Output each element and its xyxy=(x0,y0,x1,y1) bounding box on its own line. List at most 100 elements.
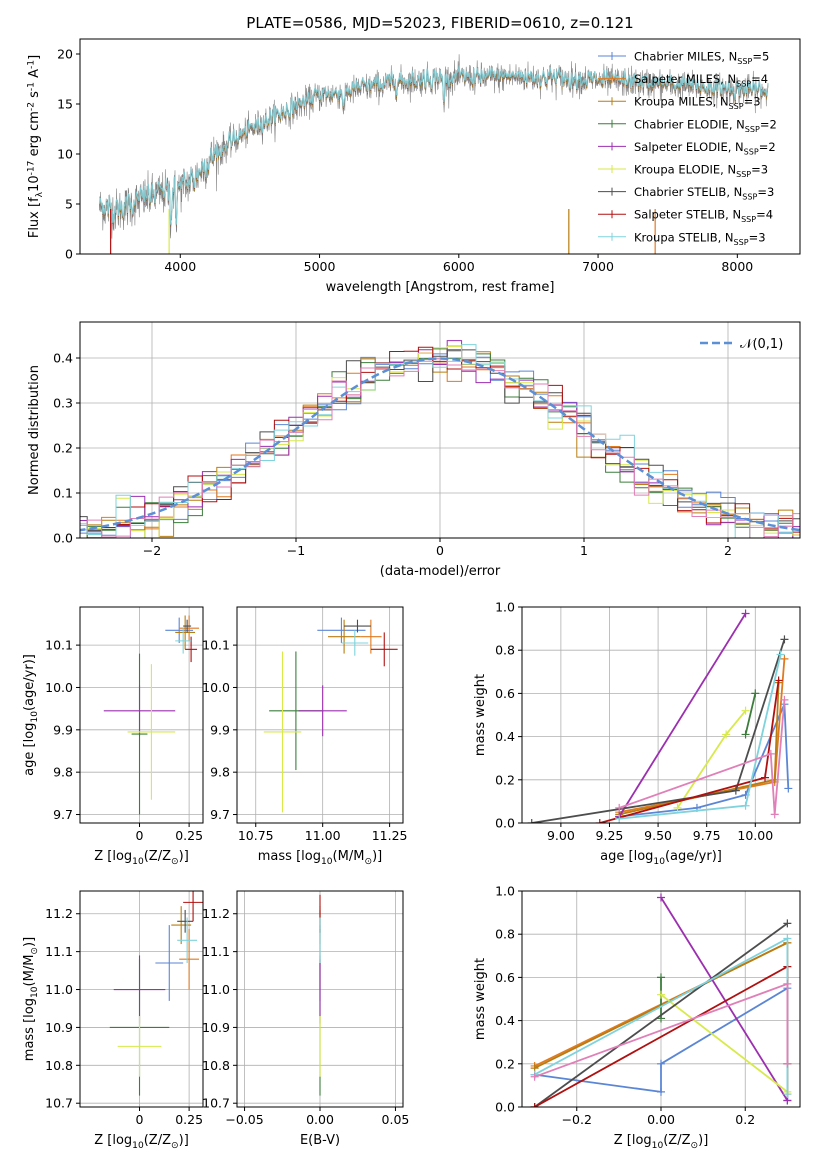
data-point xyxy=(175,628,192,654)
x-tick-label: 0.2 xyxy=(735,1112,755,1127)
x-tick-label: 7000 xyxy=(582,259,614,274)
data-point xyxy=(344,619,371,633)
weight-line xyxy=(534,922,788,1107)
weight-marker xyxy=(776,650,785,659)
y-tick-label: 0.2 xyxy=(495,772,515,787)
y-tick-label: 9.7 xyxy=(210,807,230,822)
data-point xyxy=(177,909,194,933)
data-point xyxy=(183,891,203,922)
y-axis-label: mass [log10(M/M⊙)] xyxy=(22,937,40,1061)
x-axis-label: E(B-V) xyxy=(300,1133,340,1148)
weight-marker xyxy=(741,609,750,618)
weight-marker xyxy=(673,803,682,812)
x-tick-label: 0 xyxy=(136,828,144,843)
y-tick-label: 0.0 xyxy=(53,531,73,546)
y-tick-label: 10.8 xyxy=(45,1058,73,1073)
plot-area xyxy=(80,340,800,538)
axes-frame xyxy=(79,890,204,1108)
gaussian-curve xyxy=(80,357,800,532)
y-tick-label: 11.1 xyxy=(45,944,73,959)
legend-label: Chabrier STELIB, NSSP=3 xyxy=(634,185,774,201)
residual-histogram xyxy=(80,345,800,538)
weight-marker xyxy=(657,973,665,982)
x-axis-label: Z [log10(Z/Z⊙)] xyxy=(614,1133,709,1151)
y-tick-label: 0.6 xyxy=(495,970,515,985)
x-tick-label: 0.00 xyxy=(647,1112,675,1127)
weight-marker xyxy=(530,1103,539,1107)
plot-area xyxy=(527,609,793,823)
x-tick-label: 9.75 xyxy=(693,828,721,843)
data-point xyxy=(117,1016,162,1077)
y-tick-label: 11.0 xyxy=(45,982,73,997)
plot-area xyxy=(109,891,203,1096)
x-tick-label: 0.00 xyxy=(306,1112,334,1127)
y-tick-label: 9.7 xyxy=(53,807,73,822)
y-tick-label: 0.0 xyxy=(495,1100,515,1115)
legend-label: Chabrier MILES, NSSP=5 xyxy=(634,50,769,66)
plot-area xyxy=(530,893,792,1107)
residual-histogram xyxy=(80,340,800,538)
x-tick-label: 2 xyxy=(724,543,732,558)
y-axis-label: age [log10(age/yr)] xyxy=(22,654,40,776)
data-point xyxy=(298,685,347,737)
weight-marker xyxy=(615,803,624,812)
x-tick-label: 10.75 xyxy=(238,828,274,843)
y-axis-label: mass weight xyxy=(473,674,488,756)
x-tick-label: 10.00 xyxy=(737,828,773,843)
x-tick-label: 5000 xyxy=(304,259,336,274)
y-tick-label: 0.4 xyxy=(495,1013,515,1028)
chart-panel-4: 9.00 9.25 9.50 9.75 10.00 0.0 0.2 0.4 0.6 0.8 1.0 a… xyxy=(473,600,801,867)
chart-panel-3: 10.75 11.00 11.25 9.7 9.8 9.9 10.0 10.1 mass [lo… xyxy=(202,606,408,867)
weight-line xyxy=(660,897,789,1101)
spectrum-model-line xyxy=(98,65,769,225)
x-tick-label: −2 xyxy=(143,543,161,558)
data-point xyxy=(171,906,192,945)
weight-marker xyxy=(774,676,783,685)
weight-marker xyxy=(741,730,750,739)
residual-histogram xyxy=(80,348,800,538)
legend-label: Kroupa MILES, NSSP=3 xyxy=(634,95,761,111)
x-tick-label: 0.05 xyxy=(382,1112,410,1127)
weight-marker xyxy=(780,695,789,704)
residual-histogram xyxy=(80,345,800,538)
y-tick-label: 0.2 xyxy=(495,1056,515,1071)
chart-panel-7: −0.2 0.00 0.2 0.0 0.2 0.4 0.6 0.8 1.0 Z [log10(Z/… xyxy=(473,884,801,1151)
x-tick-label: 1 xyxy=(580,543,588,558)
weight-marker xyxy=(657,893,665,902)
y-tick-label: 0.0 xyxy=(495,816,515,831)
y-tick-label: 0.8 xyxy=(495,643,515,658)
x-tick-label: 4000 xyxy=(164,259,196,274)
y-tick-label: 1.0 xyxy=(495,600,515,615)
residual-histogram xyxy=(80,358,800,538)
x-tick-label: 8000 xyxy=(721,259,753,274)
weight-marker xyxy=(783,934,792,943)
weight-line xyxy=(618,699,786,815)
weight-marker xyxy=(657,990,665,999)
y-tick-label: 11.2 xyxy=(202,906,230,921)
chart-panel-1: 𝒩(0,1) −2 −1 0 1 2 0.0 0.1 0.2 0.3 0.4 (data-model)… xyxy=(27,321,801,579)
y-tick-label: 11.2 xyxy=(45,906,73,921)
x-axis-label: mass [log10(M/M⊙)] xyxy=(258,849,382,867)
residual-histogram xyxy=(80,346,800,538)
legend-label: Salpeter MILES, NSSP=4 xyxy=(634,72,768,88)
chart-panel-6: −0.05 0.00 0.05 10.7 10.8 10.9 11.0 11.1 11.2 E(B… xyxy=(202,890,410,1148)
y-tick-label: 0.6 xyxy=(495,686,515,701)
weight-marker xyxy=(657,1059,665,1068)
y-tick-label: 10.9 xyxy=(45,1020,73,1035)
data-point xyxy=(155,925,184,1001)
y-tick-label: 5 xyxy=(65,197,73,212)
x-tick-label: 0.25 xyxy=(175,828,203,843)
weight-marker xyxy=(530,1072,539,1081)
y-tick-label: 11.1 xyxy=(202,944,230,959)
data-point xyxy=(179,928,200,990)
data-point xyxy=(360,619,382,654)
weight-marker xyxy=(657,1087,665,1096)
y-tick-label: 10 xyxy=(57,147,73,162)
weight-marker xyxy=(780,635,789,644)
x-axis-label: Z [log10(Z/Z⊙)] xyxy=(94,1133,189,1151)
weight-marker xyxy=(741,706,750,715)
weight-marker xyxy=(780,654,789,663)
x-axis-label: (data-model)/error xyxy=(380,564,501,579)
weight-marker xyxy=(783,979,792,988)
